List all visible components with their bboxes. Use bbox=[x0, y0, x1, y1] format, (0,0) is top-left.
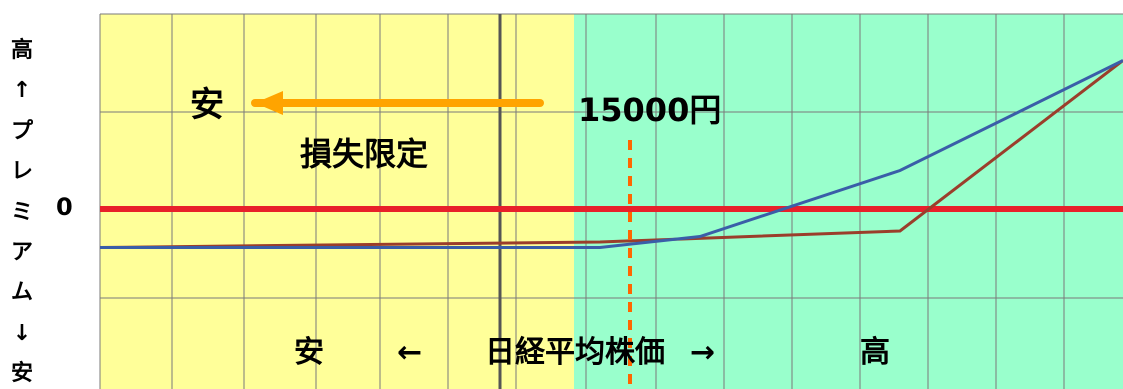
y-axis-label: 高 ↑ プ レ ミ ア ム ↓ 安 bbox=[4, 40, 40, 385]
series-line-1 bbox=[100, 59, 1123, 249]
arrow bbox=[251, 91, 544, 115]
y-axis-char: プ bbox=[10, 118, 33, 144]
y-axis-char: ↓ bbox=[12, 320, 32, 346]
gridlines bbox=[99, 13, 1123, 389]
loss-zone bbox=[100, 14, 574, 389]
arrow-label: 安 bbox=[190, 85, 224, 125]
zero-axis-label: 0 bbox=[56, 193, 73, 221]
loss-label: 損失限定 bbox=[300, 135, 428, 173]
gain-zone bbox=[574, 14, 1123, 389]
series-group bbox=[99, 59, 1123, 249]
y-axis-char: ム bbox=[10, 280, 33, 306]
y-axis-char: ア bbox=[10, 239, 33, 265]
y-axis-char: ミ bbox=[10, 199, 33, 225]
y-axis-char: 安 bbox=[10, 361, 33, 386]
x-axis-left-label: 安 bbox=[294, 335, 324, 370]
x-axis-label: 日経平均株価 bbox=[485, 335, 665, 370]
x-axis-left-arrow: ← bbox=[397, 335, 422, 370]
y-axis-char: ↑ bbox=[12, 78, 32, 104]
x-axis-right-arrow: → bbox=[690, 335, 715, 370]
strike-label: 15000円 bbox=[578, 91, 721, 129]
y-axis-char: レ bbox=[10, 159, 33, 185]
x-axis-right-label: 高 bbox=[860, 335, 890, 370]
arrow-head bbox=[255, 91, 283, 115]
y-axis-char: 高 bbox=[10, 38, 33, 63]
